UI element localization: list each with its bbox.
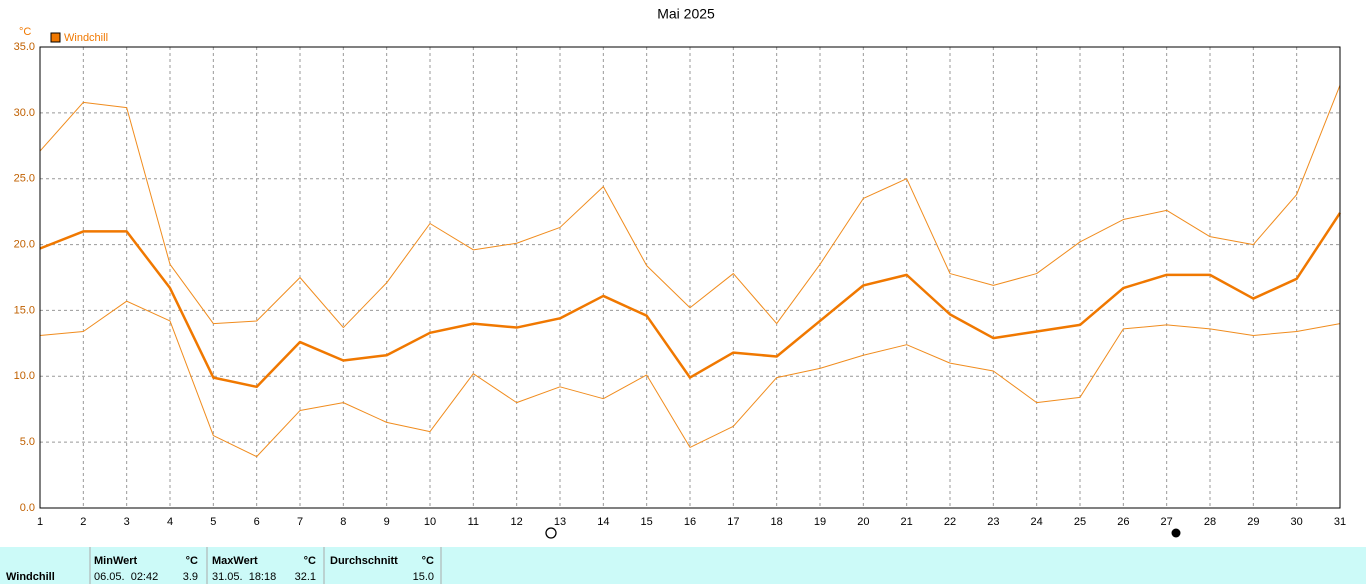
x-tick-label: 3 [124,516,130,528]
col-time: 31.05. 18:18 [212,571,276,583]
separators [89,547,442,584]
col-unit: °C [304,555,316,567]
x-tick-label: 6 [254,516,260,528]
x-tick-label: 4 [167,516,173,528]
x-tick-label: 12 [511,516,523,528]
x-tick-label: 15 [641,516,653,528]
y-tick-label: 20.0 [14,238,35,250]
x-tick-label: 23 [987,516,999,528]
moon-icon [545,527,557,539]
x-tick-label: 14 [597,516,609,528]
col-header: Durchschnitt [330,555,398,567]
y-tick-label: 0.0 [20,502,35,514]
col-unit: °C [186,555,198,567]
plot-area: 0.05.010.015.020.025.030.035.01 2 3 4 5 6 7 8 9 1… [14,41,1347,528]
y-tick-label: 25.0 [14,173,35,185]
col-header: MinWert [94,555,138,567]
col-unit: °C [422,555,434,567]
x-tick-label: 31 [1334,516,1346,528]
y-tick-label: 5.0 [20,436,35,448]
x-tick-label: 22 [944,516,956,528]
x-tick-label: 10 [424,516,436,528]
x-tick-label: 11 [468,516,479,528]
chart-title: Mai 2025 [657,6,715,22]
series-line [39,300,1341,458]
y-unit: °C [19,26,31,38]
y-tick-label: 15.0 [14,304,35,316]
summary-strip [0,547,1366,584]
x-tick-label: 19 [814,516,826,528]
x-tick-label: 24 [1031,516,1043,528]
series-line [39,85,1341,329]
row-label: Windchill [6,571,55,583]
y-tick-label: 35.0 [14,41,35,53]
x-tick-label: 20 [857,516,869,528]
plot-border [39,46,1341,509]
legend-swatch [50,32,61,43]
x-tick-label: 8 [340,516,346,528]
x-tick-label: 18 [771,516,783,528]
col-header: MaxWert [212,555,258,567]
x-tick-label: 25 [1074,516,1086,528]
x-tick-label: 9 [384,516,390,528]
x-tick-label: 17 [727,516,739,528]
x-tick-label: 13 [554,516,566,528]
col-time: 06.05. 02:42 [94,571,158,583]
x-tick-label: 27 [1161,516,1173,528]
x-tick-label: 26 [1117,516,1129,528]
y-tick-label: 30.0 [14,107,35,119]
x-tick-label: 30 [1291,516,1303,528]
x-tick-label: 21 [901,516,913,528]
x-tick-label: 29 [1247,516,1259,528]
moon-icon [1171,528,1181,538]
col-value: 3.9 [183,571,198,583]
x-tick-label: 16 [684,516,696,528]
series-line [39,212,1342,389]
y-tick-label: 10.0 [14,370,35,382]
x-tick-label: 28 [1204,516,1216,528]
x-tick-label: 1 [37,516,43,528]
x-tick-label: 5 [210,516,216,528]
x-tick-label: 2 [80,516,86,528]
x-tick-label: 7 [297,516,303,528]
col-value: 32.1 [295,571,316,583]
col-value: 15.0 [413,571,434,583]
legend-label: Windchill [64,32,108,44]
